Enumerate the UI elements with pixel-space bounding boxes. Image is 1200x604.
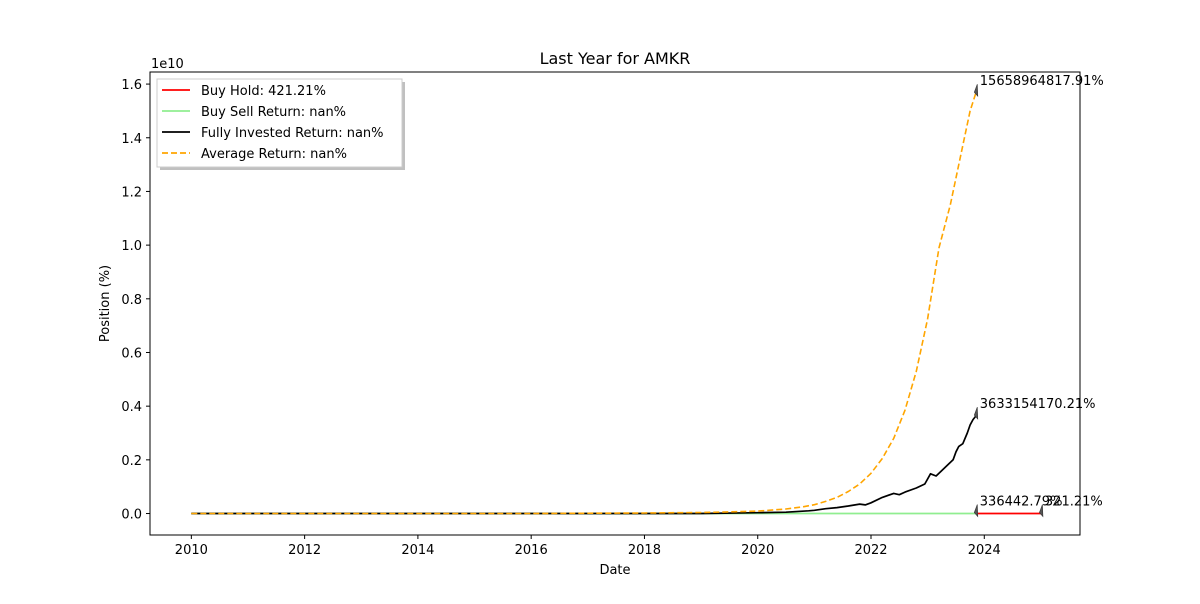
y-axis: 0.0 0.2 0.4 0.6 0.8 1.0 1.2 1.4 1.6 — [121, 78, 150, 523]
annotation-label: 321.21% — [1045, 495, 1103, 510]
y-axis-offset-label: 1e10 — [151, 57, 184, 72]
annotation-label: 15658964817.91% — [980, 74, 1104, 89]
legend-entry: Average Return: nan% — [201, 147, 347, 162]
legend: Buy Hold: 421.21% Buy Sell Return: nan% Fu… — [156, 78, 405, 170]
plot-content: 15658964817.91%3633154170.21%336442.79%3… — [191, 74, 1104, 518]
x-tick-label: 2022 — [854, 543, 887, 558]
legend-entry: Buy Hold: 421.21% — [201, 84, 326, 99]
y-tick-label: 0.6 — [121, 346, 142, 361]
legend-entry: Buy Sell Return: nan% — [201, 105, 346, 120]
y-tick-label: 0.4 — [121, 400, 142, 415]
plot-frame — [149, 71, 1081, 536]
y-tick-label: 1.4 — [121, 132, 142, 147]
annotation-marker — [1039, 504, 1044, 518]
x-axis-label: Date — [599, 563, 630, 578]
y-tick-label: 0.2 — [121, 454, 142, 469]
y-tick-label: 0.0 — [121, 508, 142, 523]
y-axis-label: Position (%) — [98, 265, 113, 342]
x-tick-label: 2010 — [175, 543, 208, 558]
y-tick-label: 1.0 — [121, 239, 142, 254]
y-tick-label: 1.6 — [121, 78, 142, 93]
x-tick-label: 2014 — [401, 543, 434, 558]
annotation-marker — [973, 504, 979, 518]
x-tick-label: 2016 — [515, 543, 548, 558]
x-tick-label: 2020 — [741, 543, 774, 558]
series-line — [191, 415, 977, 515]
annotation-marker — [973, 406, 979, 420]
annotation-marker — [973, 84, 979, 98]
chart-title: Last Year for AMKR — [540, 49, 691, 68]
y-tick-label: 1.2 — [121, 185, 142, 200]
series-line — [191, 92, 977, 515]
legend-entry: Fully Invested Return: nan% — [201, 126, 384, 141]
annotation-label: 3633154170.21% — [980, 397, 1096, 412]
x-axis: 2010 2012 2014 2016 2018 2020 2022 2024 — [175, 535, 1001, 558]
legend-box — [156, 78, 403, 168]
y-tick-label: 0.8 — [121, 293, 142, 308]
x-tick-label: 2012 — [288, 543, 321, 558]
x-tick-label: 2024 — [968, 543, 1001, 558]
x-tick-label: 2018 — [628, 543, 661, 558]
